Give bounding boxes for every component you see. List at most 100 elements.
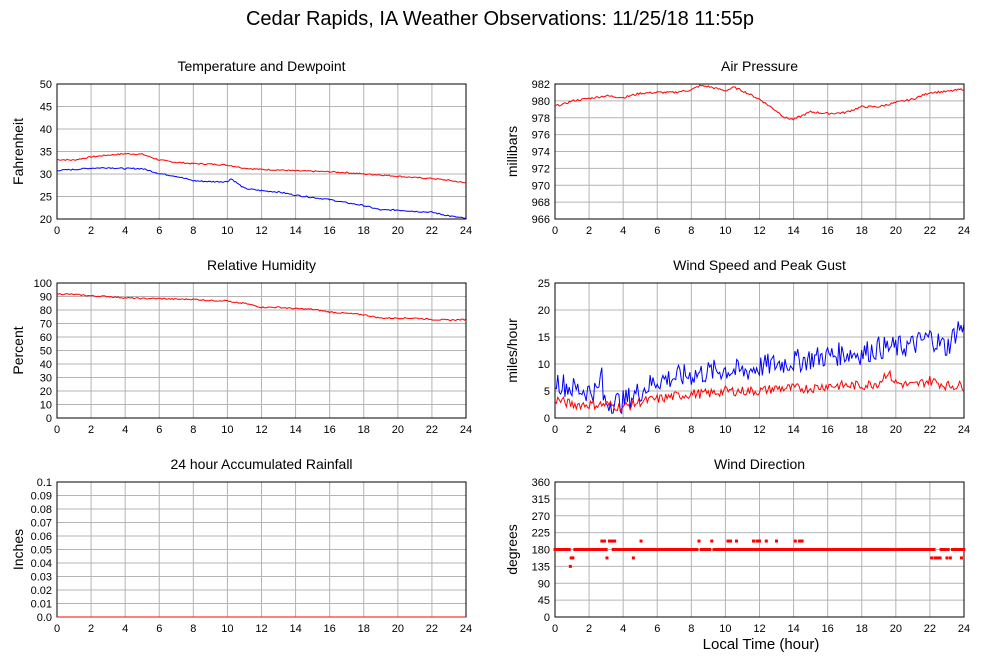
x-tick-label: 22: [924, 225, 936, 237]
x-tick-label: 16: [324, 424, 336, 436]
data-point: [775, 539, 779, 543]
x-tick-label: 16: [324, 623, 336, 635]
x-tick-label: 18: [856, 424, 868, 436]
data-point: [755, 539, 759, 543]
x-tick-label: 24: [460, 424, 472, 436]
y-axis-label: miles/hour: [504, 318, 520, 383]
series-line-1: [554, 369, 964, 413]
x-tick-label: 18: [856, 623, 868, 635]
x-tick-label: 6: [654, 225, 660, 237]
data-point: [613, 539, 617, 543]
y-tick-label: 30: [40, 169, 52, 181]
y-axis-label: degrees: [504, 524, 520, 575]
x-tick-label: 20: [392, 225, 404, 237]
data-point: [798, 539, 802, 543]
y-tick-label: 225: [532, 528, 550, 540]
x-tick-label: 12: [255, 623, 267, 635]
x-tick-label: 10: [221, 225, 233, 237]
series-line-0: [56, 292, 467, 322]
data-point: [608, 539, 612, 543]
y-tick-label: 0.04: [31, 558, 52, 570]
chart-title: Wind Speed and Peak Gust: [673, 257, 846, 273]
x-tick-label: 20: [890, 424, 902, 436]
data-point: [602, 539, 606, 543]
y-tick-label: 50: [40, 346, 52, 358]
data-point: [753, 548, 757, 551]
series-line-0: [554, 84, 964, 121]
x-tick-label: 14: [289, 225, 301, 237]
data-point: [728, 548, 732, 551]
x-tick-label: 14: [289, 424, 301, 436]
x-tick-label: 24: [958, 225, 970, 237]
y-tick-label: 270: [532, 511, 550, 523]
chart-title: Wind Direction: [714, 456, 805, 472]
data-point: [604, 548, 608, 551]
chart-title: Temperature and Dewpoint: [177, 58, 345, 74]
x-tick-label: 16: [822, 623, 834, 635]
x-tick-label: 0: [54, 424, 60, 436]
y-tick-label: 976: [532, 130, 550, 142]
y-tick-label: 20: [40, 214, 52, 226]
data-point: [773, 548, 777, 551]
y-tick-label: 25: [538, 278, 550, 290]
data-point: [752, 539, 756, 543]
data-point: [710, 539, 714, 543]
x-tick-label: 12: [255, 225, 267, 237]
x-tick-label: 6: [654, 424, 660, 436]
data-point: [799, 548, 803, 551]
x-tick-label: 2: [586, 424, 592, 436]
data-point: [733, 548, 737, 551]
x-tick-label: 10: [719, 424, 731, 436]
chart-title: Air Pressure: [721, 58, 798, 74]
y-tick-label: 180: [532, 545, 550, 557]
x-tick-label: 0: [552, 424, 558, 436]
data-point: [611, 548, 615, 551]
x-tick-label: 8: [688, 623, 694, 635]
data-point: [945, 556, 949, 560]
x-tick-label: 20: [890, 225, 902, 237]
x-tick-label: 8: [688, 424, 694, 436]
y-tick-label: 0.03: [31, 572, 52, 584]
y-tick-label: 0.09: [31, 491, 52, 503]
y-tick-label: 40: [40, 124, 52, 136]
y-tick-label: 40: [40, 359, 52, 371]
data-point: [793, 539, 797, 543]
y-tick-label: 50: [40, 79, 52, 91]
x-tick-label: 0: [552, 225, 558, 237]
data-point: [930, 556, 934, 560]
x-tick-label: 4: [122, 623, 128, 635]
y-tick-label: 30: [40, 373, 52, 385]
x-tick-label: 18: [358, 225, 370, 237]
data-point: [630, 548, 634, 551]
y-tick-label: 45: [40, 102, 52, 114]
x-tick-label: 18: [856, 225, 868, 237]
x-tick-label: 6: [156, 225, 162, 237]
x-tick-label: 6: [156, 424, 162, 436]
data-point: [631, 556, 635, 560]
y-tick-label: 90: [40, 292, 52, 304]
data-point: [938, 556, 942, 560]
data-point: [605, 556, 609, 560]
x-tick-label: 12: [753, 623, 765, 635]
data-point: [962, 548, 966, 551]
y-tick-label: 15: [538, 332, 550, 344]
plot-frame: [554, 282, 965, 419]
x-tick-label: 20: [392, 424, 404, 436]
data-point: [734, 539, 738, 543]
x-tick-label: 14: [787, 424, 799, 436]
x-tick-label: 8: [190, 225, 196, 237]
data-point: [756, 548, 760, 551]
x-tick-label: 6: [654, 623, 660, 635]
chart-title: Relative Humidity: [207, 257, 316, 273]
y-tick-label: 0.05: [31, 545, 52, 557]
y-tick-label: 45: [538, 595, 550, 607]
data-point: [933, 556, 937, 560]
series-line-0: [554, 321, 965, 415]
data-point: [600, 539, 604, 543]
x-tick-label: 22: [924, 424, 936, 436]
data-point: [725, 548, 729, 551]
data-point: [928, 548, 932, 551]
data-point: [598, 548, 602, 551]
